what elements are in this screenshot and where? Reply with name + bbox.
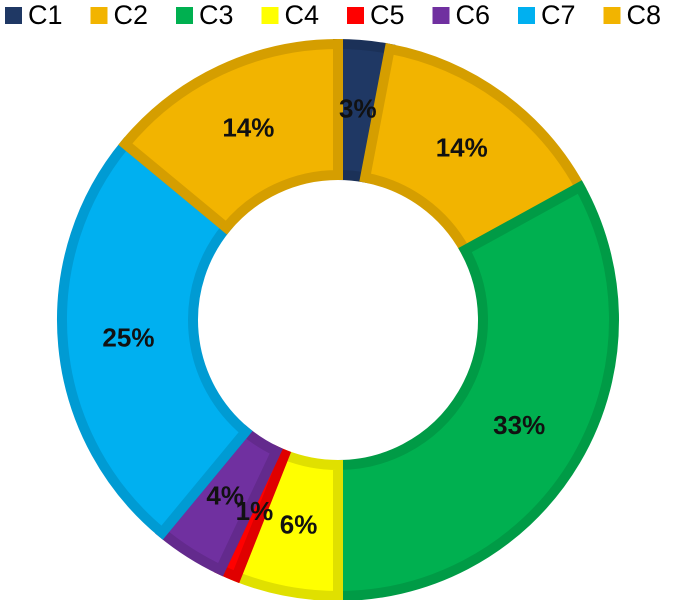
donut-segment	[333, 180, 619, 600]
data-label: 6%	[280, 510, 318, 540]
legend-swatch	[261, 7, 279, 24]
data-label: 14%	[436, 133, 488, 163]
donut-segment	[57, 137, 253, 540]
legend-label: C7	[541, 0, 576, 30]
donut-segment	[118, 38, 343, 235]
legend-label: C5	[370, 0, 405, 30]
legend-swatch	[518, 7, 535, 24]
data-label: 3%	[339, 93, 377, 123]
legend-swatch	[347, 7, 364, 24]
legend-label: C8	[627, 0, 662, 30]
legend-swatch	[432, 7, 450, 24]
legend-swatch	[603, 7, 621, 24]
legend-label: C2	[114, 0, 149, 30]
legend-label: C1	[28, 0, 63, 30]
data-label: 4%	[206, 481, 244, 511]
data-label: 25%	[102, 323, 154, 353]
data-label: 33%	[493, 410, 545, 440]
data-label: 14%	[222, 112, 274, 142]
data-label: 1%	[236, 496, 274, 526]
donut-segment	[359, 43, 587, 257]
legend-label: C4	[285, 0, 320, 30]
legend-swatch	[176, 7, 193, 24]
legend-swatch	[90, 7, 108, 24]
legend-label: C3	[199, 0, 234, 30]
legend-swatch	[5, 7, 22, 24]
legend-label: C6	[456, 0, 491, 30]
